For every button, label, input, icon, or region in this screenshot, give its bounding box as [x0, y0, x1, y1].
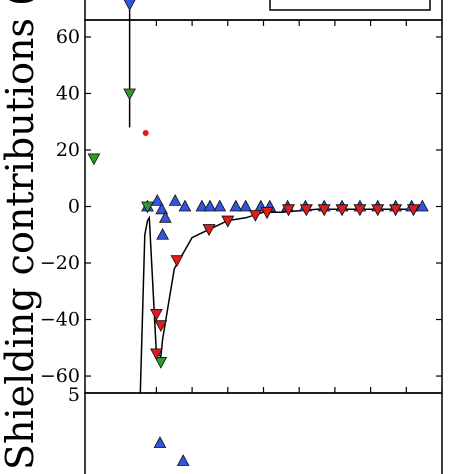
y-tick-label: −40 [40, 309, 80, 331]
error-bar-top-marker [123, 0, 136, 11]
point-red-down [260, 207, 274, 219]
point-blue-up [213, 199, 227, 212]
axis-ticks: 60 40 20 0 −20 −40 −60 [40, 20, 443, 393]
point-green-down [123, 88, 136, 101]
point-blue-up [158, 210, 172, 223]
point-red-down [249, 210, 262, 222]
point-blue-up [195, 199, 209, 212]
y-tick-label: 20 [56, 139, 80, 161]
data-layer [87, 0, 429, 466]
point-blue-up [156, 227, 170, 240]
point-red-down [299, 204, 313, 217]
legend-box [269, 0, 431, 11]
point-blue-up [178, 199, 192, 212]
point-red-down [353, 204, 367, 217]
point-green-down [141, 201, 154, 214]
y-tick-label: 40 [56, 82, 80, 104]
point-green-down [154, 357, 168, 369]
point-red-down [407, 204, 420, 217]
point-red-down [317, 204, 331, 217]
point-blue-up [168, 194, 182, 206]
point-red-down [371, 204, 385, 217]
top-panel [84, 0, 443, 21]
point-blue-up [415, 199, 429, 212]
point-red-down [150, 348, 163, 361]
point-red-down [335, 204, 349, 217]
point-blue-up [229, 199, 243, 212]
y-tick-label: −20 [40, 252, 80, 274]
point-red-down [154, 320, 168, 333]
y-tick-label: 60 [56, 26, 80, 48]
y-tick-label: −60 [40, 365, 80, 387]
point-red-down [389, 204, 402, 217]
lower-panel-tick-label: 5 [68, 384, 80, 406]
lower-axes-frame [84, 392, 443, 474]
y-axis-label: Shielding contributions (ppm) [0, 0, 42, 470]
lower-point-blue [153, 436, 167, 448]
point-red-circle [142, 130, 149, 137]
y-tick-label: 0 [68, 196, 80, 218]
point-green-down [87, 153, 101, 166]
point-red-down [202, 224, 216, 236]
series-line [139, 208, 425, 394]
point-blue-up [150, 194, 164, 206]
point-blue-up [203, 199, 217, 212]
point-red-down [282, 204, 295, 217]
point-red-down [170, 255, 184, 268]
point-blue-up [239, 199, 253, 212]
point-red-down [150, 308, 163, 321]
point-red-down [221, 215, 235, 228]
lower-point-blue [176, 454, 190, 466]
point-blue-up [155, 202, 169, 215]
